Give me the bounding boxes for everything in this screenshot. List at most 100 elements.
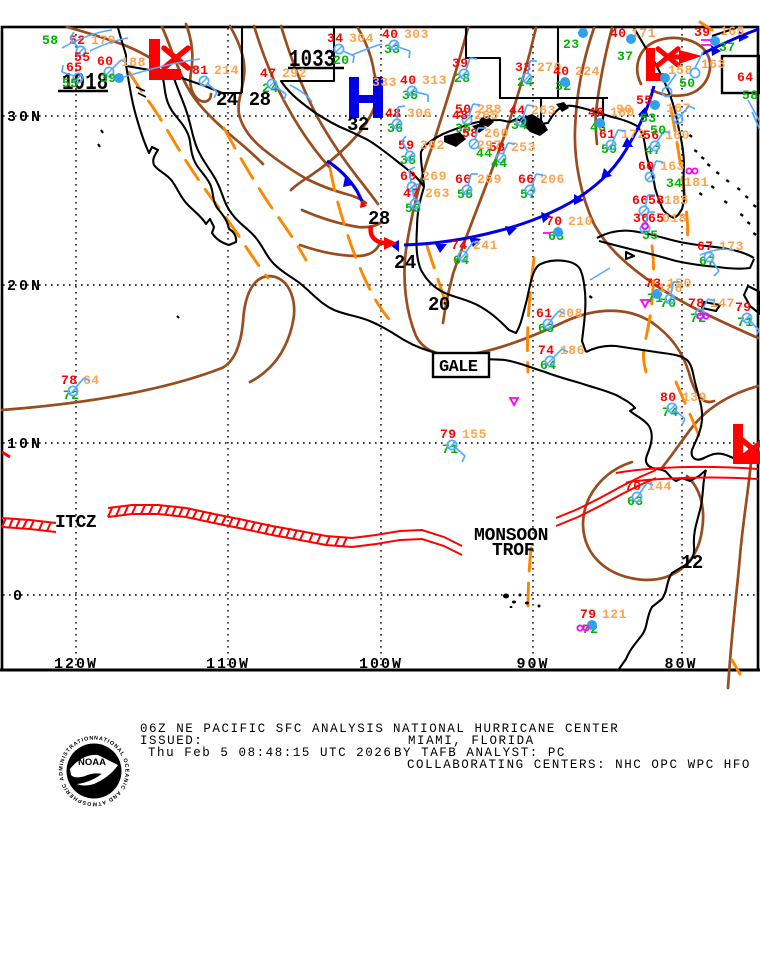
svg-text:64: 64 xyxy=(737,70,754,85)
svg-text:90W: 90W xyxy=(516,656,549,673)
svg-text:40: 40 xyxy=(610,26,627,41)
svg-text:40: 40 xyxy=(400,73,417,88)
svg-text:78: 78 xyxy=(61,373,78,388)
svg-text:74: 74 xyxy=(451,238,468,253)
svg-text:64: 64 xyxy=(83,373,100,388)
svg-text:47: 47 xyxy=(403,186,420,201)
svg-text:58: 58 xyxy=(489,140,506,155)
svg-text:188: 188 xyxy=(121,55,146,70)
svg-text:55: 55 xyxy=(636,93,653,108)
svg-text:303: 303 xyxy=(404,27,429,42)
svg-text:263: 263 xyxy=(425,186,450,201)
svg-text:61: 61 xyxy=(599,127,616,142)
svg-text:292: 292 xyxy=(282,66,307,81)
svg-text:160: 160 xyxy=(665,128,690,143)
svg-text:90: 90 xyxy=(616,102,633,117)
svg-text:60: 60 xyxy=(638,159,655,174)
svg-text:80: 80 xyxy=(660,390,677,405)
svg-text:28: 28 xyxy=(368,208,390,230)
svg-text:56: 56 xyxy=(643,128,660,143)
svg-text:NOAA: NOAA xyxy=(78,757,106,768)
svg-text:40: 40 xyxy=(382,27,399,42)
svg-text:61: 61 xyxy=(536,306,553,321)
svg-text:158: 158 xyxy=(668,63,693,78)
svg-text:MONSOON: MONSOON xyxy=(474,526,548,546)
svg-text:GALE: GALE xyxy=(439,358,478,377)
svg-text:46: 46 xyxy=(588,105,605,120)
svg-text:30N: 30N xyxy=(7,109,43,126)
svg-text:66: 66 xyxy=(455,172,472,187)
svg-text:144: 144 xyxy=(647,479,672,494)
svg-text:302: 302 xyxy=(420,138,445,153)
svg-text:65: 65 xyxy=(648,211,665,226)
svg-text:139: 139 xyxy=(682,390,707,405)
svg-text:ITCZ: ITCZ xyxy=(55,513,96,533)
svg-text:50: 50 xyxy=(455,102,472,117)
svg-text:270: 270 xyxy=(537,60,562,75)
svg-text:48: 48 xyxy=(452,108,469,123)
svg-text:81: 81 xyxy=(192,63,209,78)
svg-text:214: 214 xyxy=(214,63,239,78)
svg-text:50: 50 xyxy=(679,76,696,91)
svg-text:58: 58 xyxy=(462,126,479,141)
svg-text:66: 66 xyxy=(632,193,649,208)
svg-text:210: 210 xyxy=(568,214,593,229)
svg-text:163: 163 xyxy=(660,159,685,174)
svg-text:186: 186 xyxy=(658,281,683,296)
svg-text:0: 0 xyxy=(13,588,25,605)
svg-text:78: 78 xyxy=(688,296,705,311)
svg-text:306: 306 xyxy=(407,106,432,121)
svg-text:24 28: 24 28 xyxy=(216,89,271,111)
svg-text:333: 333 xyxy=(372,75,397,90)
svg-text:313: 313 xyxy=(422,73,447,88)
svg-text:224: 224 xyxy=(575,64,600,79)
svg-text:186: 186 xyxy=(560,343,585,358)
svg-text:304: 304 xyxy=(349,31,374,46)
svg-text:55: 55 xyxy=(74,50,91,65)
svg-text:20: 20 xyxy=(333,53,350,68)
svg-text:44: 44 xyxy=(476,146,493,161)
svg-text:260: 260 xyxy=(484,126,509,141)
svg-text:79: 79 xyxy=(580,607,597,622)
svg-text:185: 185 xyxy=(664,193,689,208)
svg-text:100W: 100W xyxy=(359,656,403,673)
svg-text:241: 241 xyxy=(473,238,498,253)
svg-text:37: 37 xyxy=(719,40,736,55)
svg-text:50: 50 xyxy=(650,123,667,138)
svg-text:165: 165 xyxy=(720,24,745,39)
svg-text:150: 150 xyxy=(667,276,692,291)
svg-text:35: 35 xyxy=(642,228,659,243)
svg-text:147: 147 xyxy=(710,296,735,311)
svg-text:110W: 110W xyxy=(206,656,250,673)
svg-text:23: 23 xyxy=(563,37,580,52)
svg-text:67: 67 xyxy=(697,239,714,254)
svg-text:33: 33 xyxy=(515,60,532,75)
svg-text:179: 179 xyxy=(91,33,116,48)
svg-text:163: 163 xyxy=(701,57,726,72)
svg-text:65: 65 xyxy=(66,60,83,75)
svg-text:47: 47 xyxy=(260,66,277,81)
svg-text:58: 58 xyxy=(42,33,59,48)
svg-text:155: 155 xyxy=(462,427,487,442)
svg-text:37: 37 xyxy=(617,49,634,64)
svg-text:20: 20 xyxy=(428,294,450,316)
svg-text:018: 018 xyxy=(662,211,687,226)
svg-text:66: 66 xyxy=(518,172,535,187)
svg-text:263: 263 xyxy=(531,103,556,118)
svg-text:253: 253 xyxy=(511,140,536,155)
svg-text:269: 269 xyxy=(422,169,447,184)
svg-text:265: 265 xyxy=(474,108,499,123)
svg-text:70: 70 xyxy=(546,214,563,229)
svg-text:34: 34 xyxy=(327,31,344,46)
svg-text:297: 297 xyxy=(477,138,502,153)
svg-text:180: 180 xyxy=(610,105,635,120)
svg-text:24: 24 xyxy=(394,252,416,274)
svg-text:59: 59 xyxy=(398,138,415,153)
svg-text:34: 34 xyxy=(666,176,683,191)
svg-text:120W: 120W xyxy=(54,656,98,673)
svg-text:12: 12 xyxy=(681,552,703,574)
svg-text:288: 288 xyxy=(477,102,502,117)
svg-text:206: 206 xyxy=(540,172,565,187)
svg-text:80W: 80W xyxy=(664,656,697,673)
svg-text:20N: 20N xyxy=(7,278,43,295)
